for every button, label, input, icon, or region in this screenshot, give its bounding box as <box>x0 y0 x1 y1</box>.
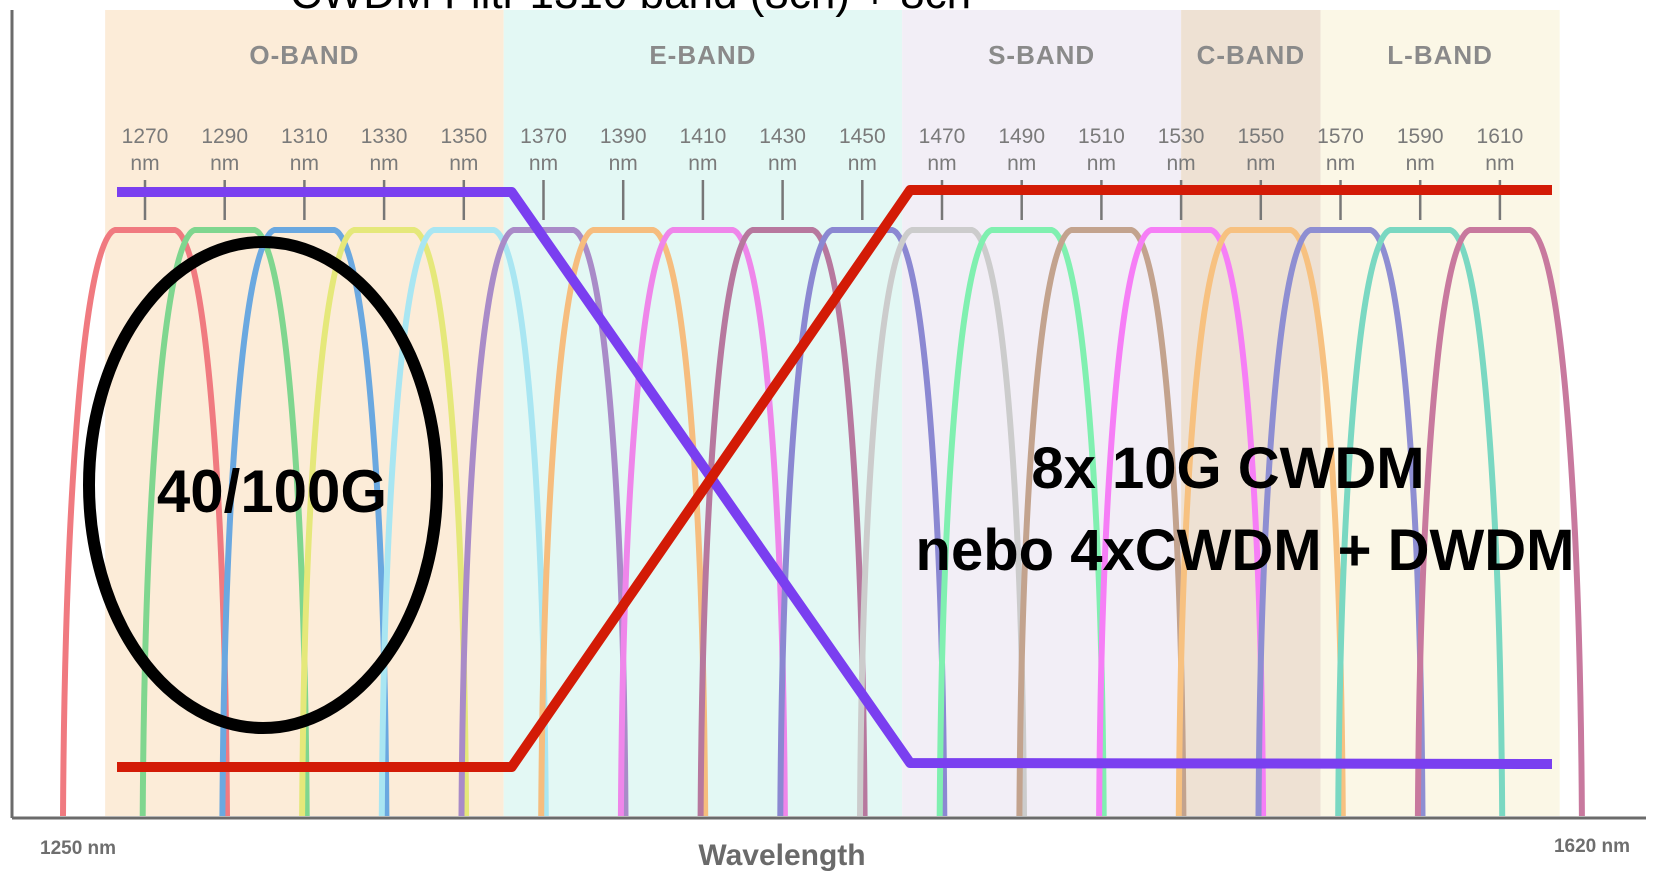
tick-unit-1490: nm <box>1007 152 1036 175</box>
tick-label-1610: 1610 <box>1477 125 1524 148</box>
band-label-e-band: E-BAND <box>649 40 756 70</box>
axis-title: Wavelength <box>698 839 865 872</box>
tick-label-1290: 1290 <box>201 125 248 148</box>
channel-curve-1470 <box>857 227 1027 817</box>
channel-curve-1590 <box>1335 227 1506 817</box>
right-label-line-2: nebo 4xCWDM + DWDM <box>916 518 1575 583</box>
tick-label-1530: 1530 <box>1158 125 1205 148</box>
tick-unit-1610: nm <box>1485 152 1514 175</box>
tick-unit-1530: nm <box>1167 152 1196 175</box>
band-label-s-band: S-BAND <box>988 40 1095 70</box>
diagram-title: CWDM Filtr 1310 band (8ch) + 8ch <box>290 0 971 18</box>
channel-ticks: 1270 nm 1290 nm 1310 nm 1330 nm 1350 nm 1370 nm 1390… <box>122 125 1524 220</box>
tick-label-1330: 1330 <box>361 125 408 148</box>
channel-curve-1490 <box>936 227 1107 817</box>
tick-unit-1310: nm <box>290 152 319 175</box>
channel-curve-1310 <box>219 227 390 817</box>
channel-curve-1350 <box>378 227 549 817</box>
right-label-line-1: 8x 10G CWDM <box>1031 436 1424 501</box>
tick-unit-1450: nm <box>848 152 877 175</box>
channel-curve-1510 <box>1016 227 1187 817</box>
channel-curve-1570 <box>1255 227 1426 817</box>
filter-lines <box>117 185 1553 772</box>
tick-unit-1390: nm <box>609 152 638 175</box>
tick-label-1550: 1550 <box>1237 125 1284 148</box>
tick-label-1370: 1370 <box>520 125 567 148</box>
tick-label-1310: 1310 <box>281 125 328 148</box>
ellipse-label: 40/100G <box>157 458 387 525</box>
tick-unit-1470: nm <box>927 152 956 175</box>
channel-curve-1610 <box>1414 227 1585 817</box>
tick-unit-1270: nm <box>130 152 159 175</box>
band-label-c-band: C-BAND <box>1197 40 1306 70</box>
band-bg-l-band <box>1320 10 1560 816</box>
tick-label-1590: 1590 <box>1397 125 1444 148</box>
channel-curve-1430 <box>697 227 868 817</box>
tick-unit-1370: nm <box>529 152 558 175</box>
tick-unit-1350: nm <box>449 152 478 175</box>
tick-unit-1550: nm <box>1246 152 1275 175</box>
channel-curve-1290 <box>139 227 310 817</box>
channel-curve-1410 <box>617 227 788 817</box>
axis-max-label: 1620 nm <box>1554 836 1630 857</box>
tick-label-1470: 1470 <box>919 125 966 148</box>
tick-label-1410: 1410 <box>680 125 727 148</box>
channel-curve-1270 <box>60 227 230 817</box>
channel-curves <box>60 227 1585 817</box>
tick-label-1270: 1270 <box>122 125 169 148</box>
band-backgrounds: O-BAND E-BAND S-BAND C-BAND L-BAND <box>105 10 1560 816</box>
tick-unit-1330: nm <box>370 152 399 175</box>
tick-label-1510: 1510 <box>1078 125 1125 148</box>
channel-curve-1390 <box>538 227 709 817</box>
channel-curve-1530 <box>1096 227 1267 817</box>
tick-unit-1430: nm <box>768 152 797 175</box>
tick-unit-1570: nm <box>1326 152 1355 175</box>
tick-label-1390: 1390 <box>600 125 647 148</box>
tick-label-1350: 1350 <box>440 125 487 148</box>
channel-curve-1330 <box>299 227 470 817</box>
tick-unit-1590: nm <box>1406 152 1435 175</box>
band-label-l-band: L-BAND <box>1387 40 1493 70</box>
tick-label-1490: 1490 <box>998 125 1045 148</box>
tick-unit-1290: nm <box>210 152 239 175</box>
band-bg-s-band <box>902 10 1182 816</box>
reflect-filter-line <box>117 185 1552 772</box>
band-label-o-band: O-BAND <box>249 40 359 70</box>
tick-unit-1410: nm <box>688 152 717 175</box>
channel-curve-1450 <box>777 227 948 817</box>
axis-min-label: 1250 nm <box>40 838 116 859</box>
annotation-ellipse <box>83 236 443 734</box>
tick-label-1450: 1450 <box>839 125 886 148</box>
tick-label-1430: 1430 <box>759 125 806 148</box>
channel-curve-1550 <box>1175 227 1346 817</box>
tick-label-1570: 1570 <box>1317 125 1364 148</box>
tick-unit-1510: nm <box>1087 152 1116 175</box>
